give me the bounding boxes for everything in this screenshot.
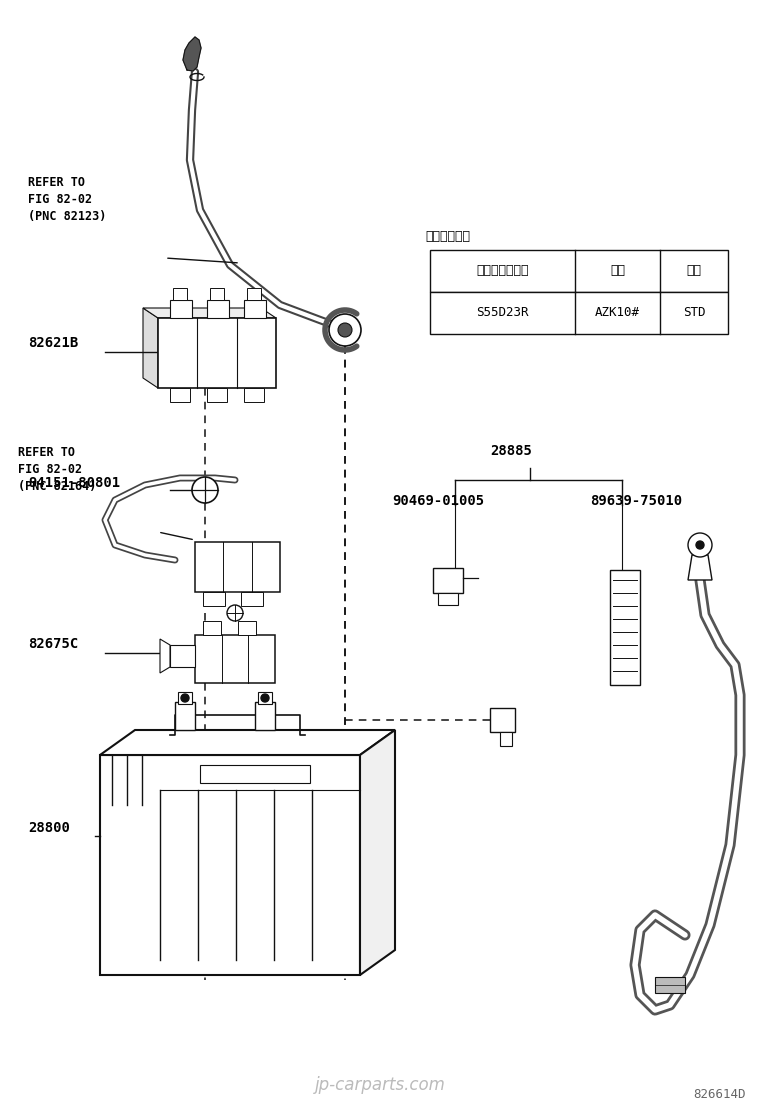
Text: バッテリサイズ: バッテリサイズ <box>477 265 529 278</box>
Bar <box>207 388 227 403</box>
Bar <box>433 568 463 593</box>
Text: 826614D: 826614D <box>694 1089 746 1102</box>
Text: 82621B: 82621B <box>28 336 78 350</box>
Text: ＜参考情報＞: ＜参考情報＞ <box>425 230 470 244</box>
Text: 28885: 28885 <box>490 444 532 458</box>
Bar <box>244 300 266 318</box>
Polygon shape <box>183 37 201 71</box>
Polygon shape <box>143 308 158 388</box>
Bar <box>210 288 224 300</box>
Bar <box>173 288 187 300</box>
Bar <box>244 388 264 403</box>
Text: 型式: 型式 <box>610 265 625 278</box>
Text: AZK10#: AZK10# <box>595 307 640 319</box>
Circle shape <box>688 533 712 557</box>
Bar <box>438 593 458 605</box>
Bar <box>207 300 229 318</box>
Circle shape <box>227 605 243 620</box>
Polygon shape <box>360 729 395 975</box>
Polygon shape <box>160 639 170 673</box>
Bar <box>610 570 640 685</box>
Polygon shape <box>100 729 395 755</box>
Circle shape <box>192 477 218 503</box>
Bar <box>203 620 221 635</box>
Bar <box>200 765 310 783</box>
Circle shape <box>181 694 189 702</box>
Text: 28800: 28800 <box>28 821 70 835</box>
Text: jp-carparts.com: jp-carparts.com <box>315 1076 445 1094</box>
Bar <box>258 692 272 704</box>
Bar <box>500 732 512 746</box>
Bar <box>430 250 728 292</box>
Bar <box>430 292 728 334</box>
Circle shape <box>261 694 269 702</box>
Text: 90469-01005: 90469-01005 <box>392 494 484 508</box>
Circle shape <box>696 542 704 549</box>
Bar <box>490 708 515 732</box>
Bar <box>158 318 276 388</box>
Polygon shape <box>143 308 276 318</box>
Circle shape <box>338 322 352 337</box>
Text: 82675C: 82675C <box>28 637 78 651</box>
Bar <box>241 592 263 606</box>
Text: REFER TO
FIG 82-02
(PNC 82123): REFER TO FIG 82-02 (PNC 82123) <box>28 176 106 224</box>
Polygon shape <box>688 555 712 580</box>
Text: REFER TO
FIG 82-02
(PNC 82164): REFER TO FIG 82-02 (PNC 82164) <box>18 446 97 493</box>
Bar <box>655 977 685 993</box>
Bar <box>170 645 195 667</box>
Text: S55D23R: S55D23R <box>477 307 529 319</box>
Text: 89639-75010: 89639-75010 <box>590 494 682 508</box>
Bar <box>238 620 256 635</box>
Bar <box>100 755 360 975</box>
Bar <box>255 702 275 729</box>
Circle shape <box>329 314 361 346</box>
Bar <box>203 592 225 606</box>
Bar <box>175 702 195 729</box>
Bar <box>195 542 280 592</box>
Bar <box>170 388 190 403</box>
Bar <box>170 300 192 318</box>
Bar <box>247 288 261 300</box>
Text: 仕様: 仕様 <box>686 265 701 278</box>
Text: 94151-80801: 94151-80801 <box>28 476 120 490</box>
Text: STD: STD <box>682 307 705 319</box>
Bar <box>178 692 192 704</box>
Bar <box>195 635 275 683</box>
